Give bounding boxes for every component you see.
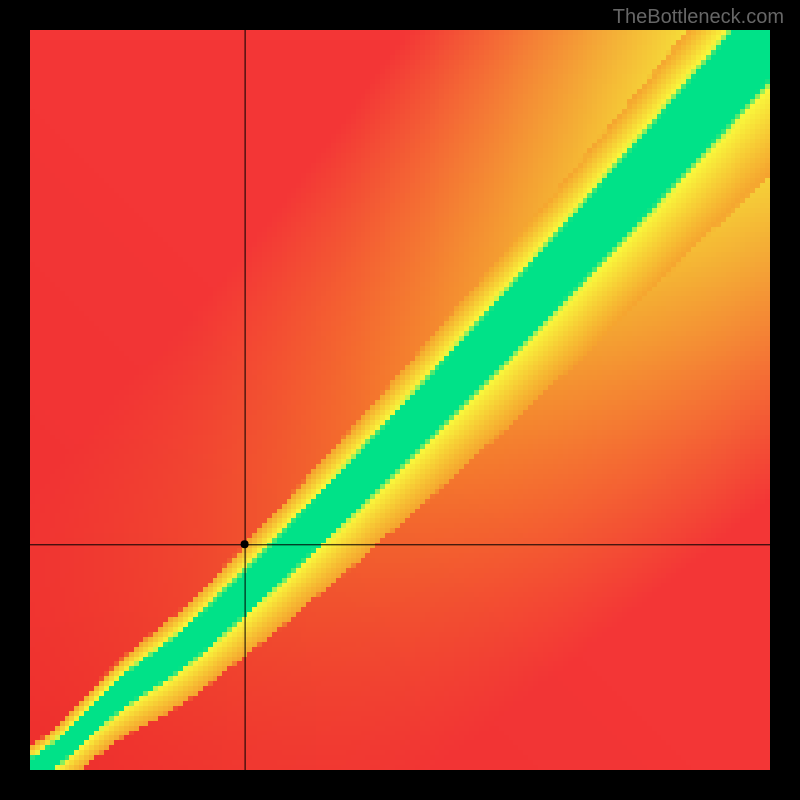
heatmap-plot (30, 30, 770, 770)
heatmap-canvas (30, 30, 770, 770)
chart-container: TheBottleneck.com (0, 0, 800, 800)
watermark-text: TheBottleneck.com (613, 6, 784, 29)
